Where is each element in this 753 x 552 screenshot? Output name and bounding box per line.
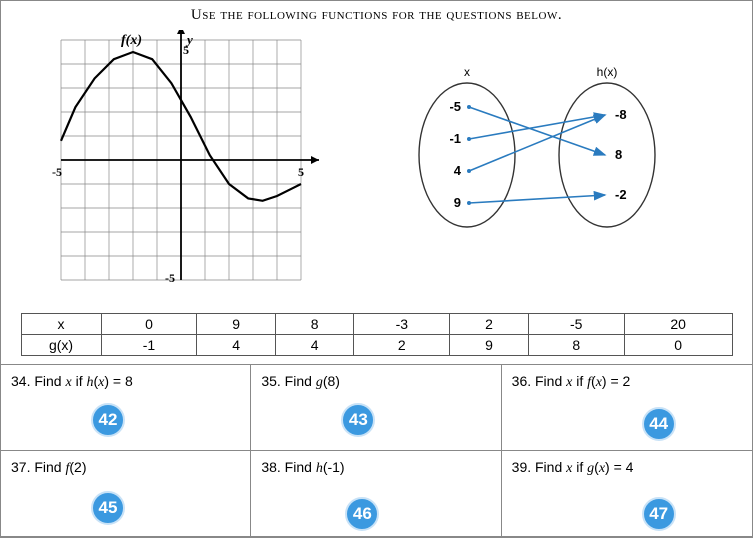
answer-badge: 44 [642,407,676,441]
answer-badge: 43 [341,403,375,437]
g-table-fn-label: g(x) [21,335,101,356]
g-table-cell: 9 [450,335,528,356]
svg-text:-8: -8 [615,107,627,122]
question-label: 38. Find h(-1) [261,459,490,477]
question-cell: 36. Find x if f(x) = 2 44 [502,365,752,451]
answer-badge: 45 [91,491,125,525]
g-table-cell: 20 [624,314,732,335]
svg-text:-5: -5 [449,99,461,114]
questions-grid: 34. Find x if h(x) = 84235. Find g(8)433… [1,364,752,537]
question-cell: 34. Find x if h(x) = 8 42 [1,365,251,451]
g-table: x 098-32-520 g(x) -1442980 [21,313,733,356]
svg-text:-5: -5 [52,165,62,179]
svg-text:5: 5 [183,43,189,57]
svg-text:-2: -2 [615,187,627,202]
graph-svg: f(x)yx-555-5 [21,30,321,300]
g-table-cell: 8 [528,335,624,356]
g-table-x-row: x 098-32-520 [21,314,732,335]
question-label: 37. Find f(2) [11,459,240,477]
mapping-svg: x h(x) -5 -1 4 9 -8 8 -2 [387,60,687,240]
g-table-cell: 8 [275,314,353,335]
svg-text:-1: -1 [449,131,461,146]
question-label: 34. Find x if h(x) = 8 [11,373,240,391]
svg-text:f(x): f(x) [121,33,142,48]
question-cell: 37. Find f(2) 45 [1,451,251,537]
g-table-cell: 0 [624,335,732,356]
question-label: 35. Find g(8) [261,373,490,391]
svg-text:-5: -5 [165,271,175,285]
answer-badge: 47 [642,497,676,531]
answer-badge: 46 [345,497,379,531]
g-table-cell: 4 [197,335,275,356]
g-table-cell: 9 [197,314,275,335]
g-table-cell: 0 [101,314,197,335]
g-table-cell: -5 [528,314,624,335]
graph-f: f(x)yx-555-5 [21,30,341,305]
g-table-cell: -3 [354,314,450,335]
svg-text:9: 9 [453,195,460,210]
svg-text:5: 5 [298,165,304,179]
answer-badge: 42 [91,403,125,437]
g-table-x-label: x [21,314,101,335]
page-title: Use the following functions for the ques… [1,1,752,30]
mapping-h: x h(x) -5 -1 4 9 -8 8 -2 [341,30,732,240]
g-table-cell: -1 [101,335,197,356]
question-cell: 39. Find x if g(x) = 4 47 [502,451,752,537]
question-label: 36. Find x if f(x) = 2 [512,373,742,391]
svg-text:h(x): h(x) [596,65,617,79]
svg-text:x: x [464,65,470,79]
svg-text:4: 4 [453,163,461,178]
g-table-cell: 4 [275,335,353,356]
g-table-cell: 2 [450,314,528,335]
worksheet-page: Use the following functions for the ques… [0,0,753,538]
question-cell: 38. Find h(-1) 46 [251,451,501,537]
question-cell: 35. Find g(8) 43 [251,365,501,451]
question-label: 39. Find x if g(x) = 4 [512,459,742,477]
svg-text:8: 8 [615,147,622,162]
figures-row: f(x)yx-555-5 xh(x)-5-149-88-2 [1,30,752,309]
g-table-cell: 2 [354,335,450,356]
g-table-gx-row: g(x) -1442980 [21,335,732,356]
